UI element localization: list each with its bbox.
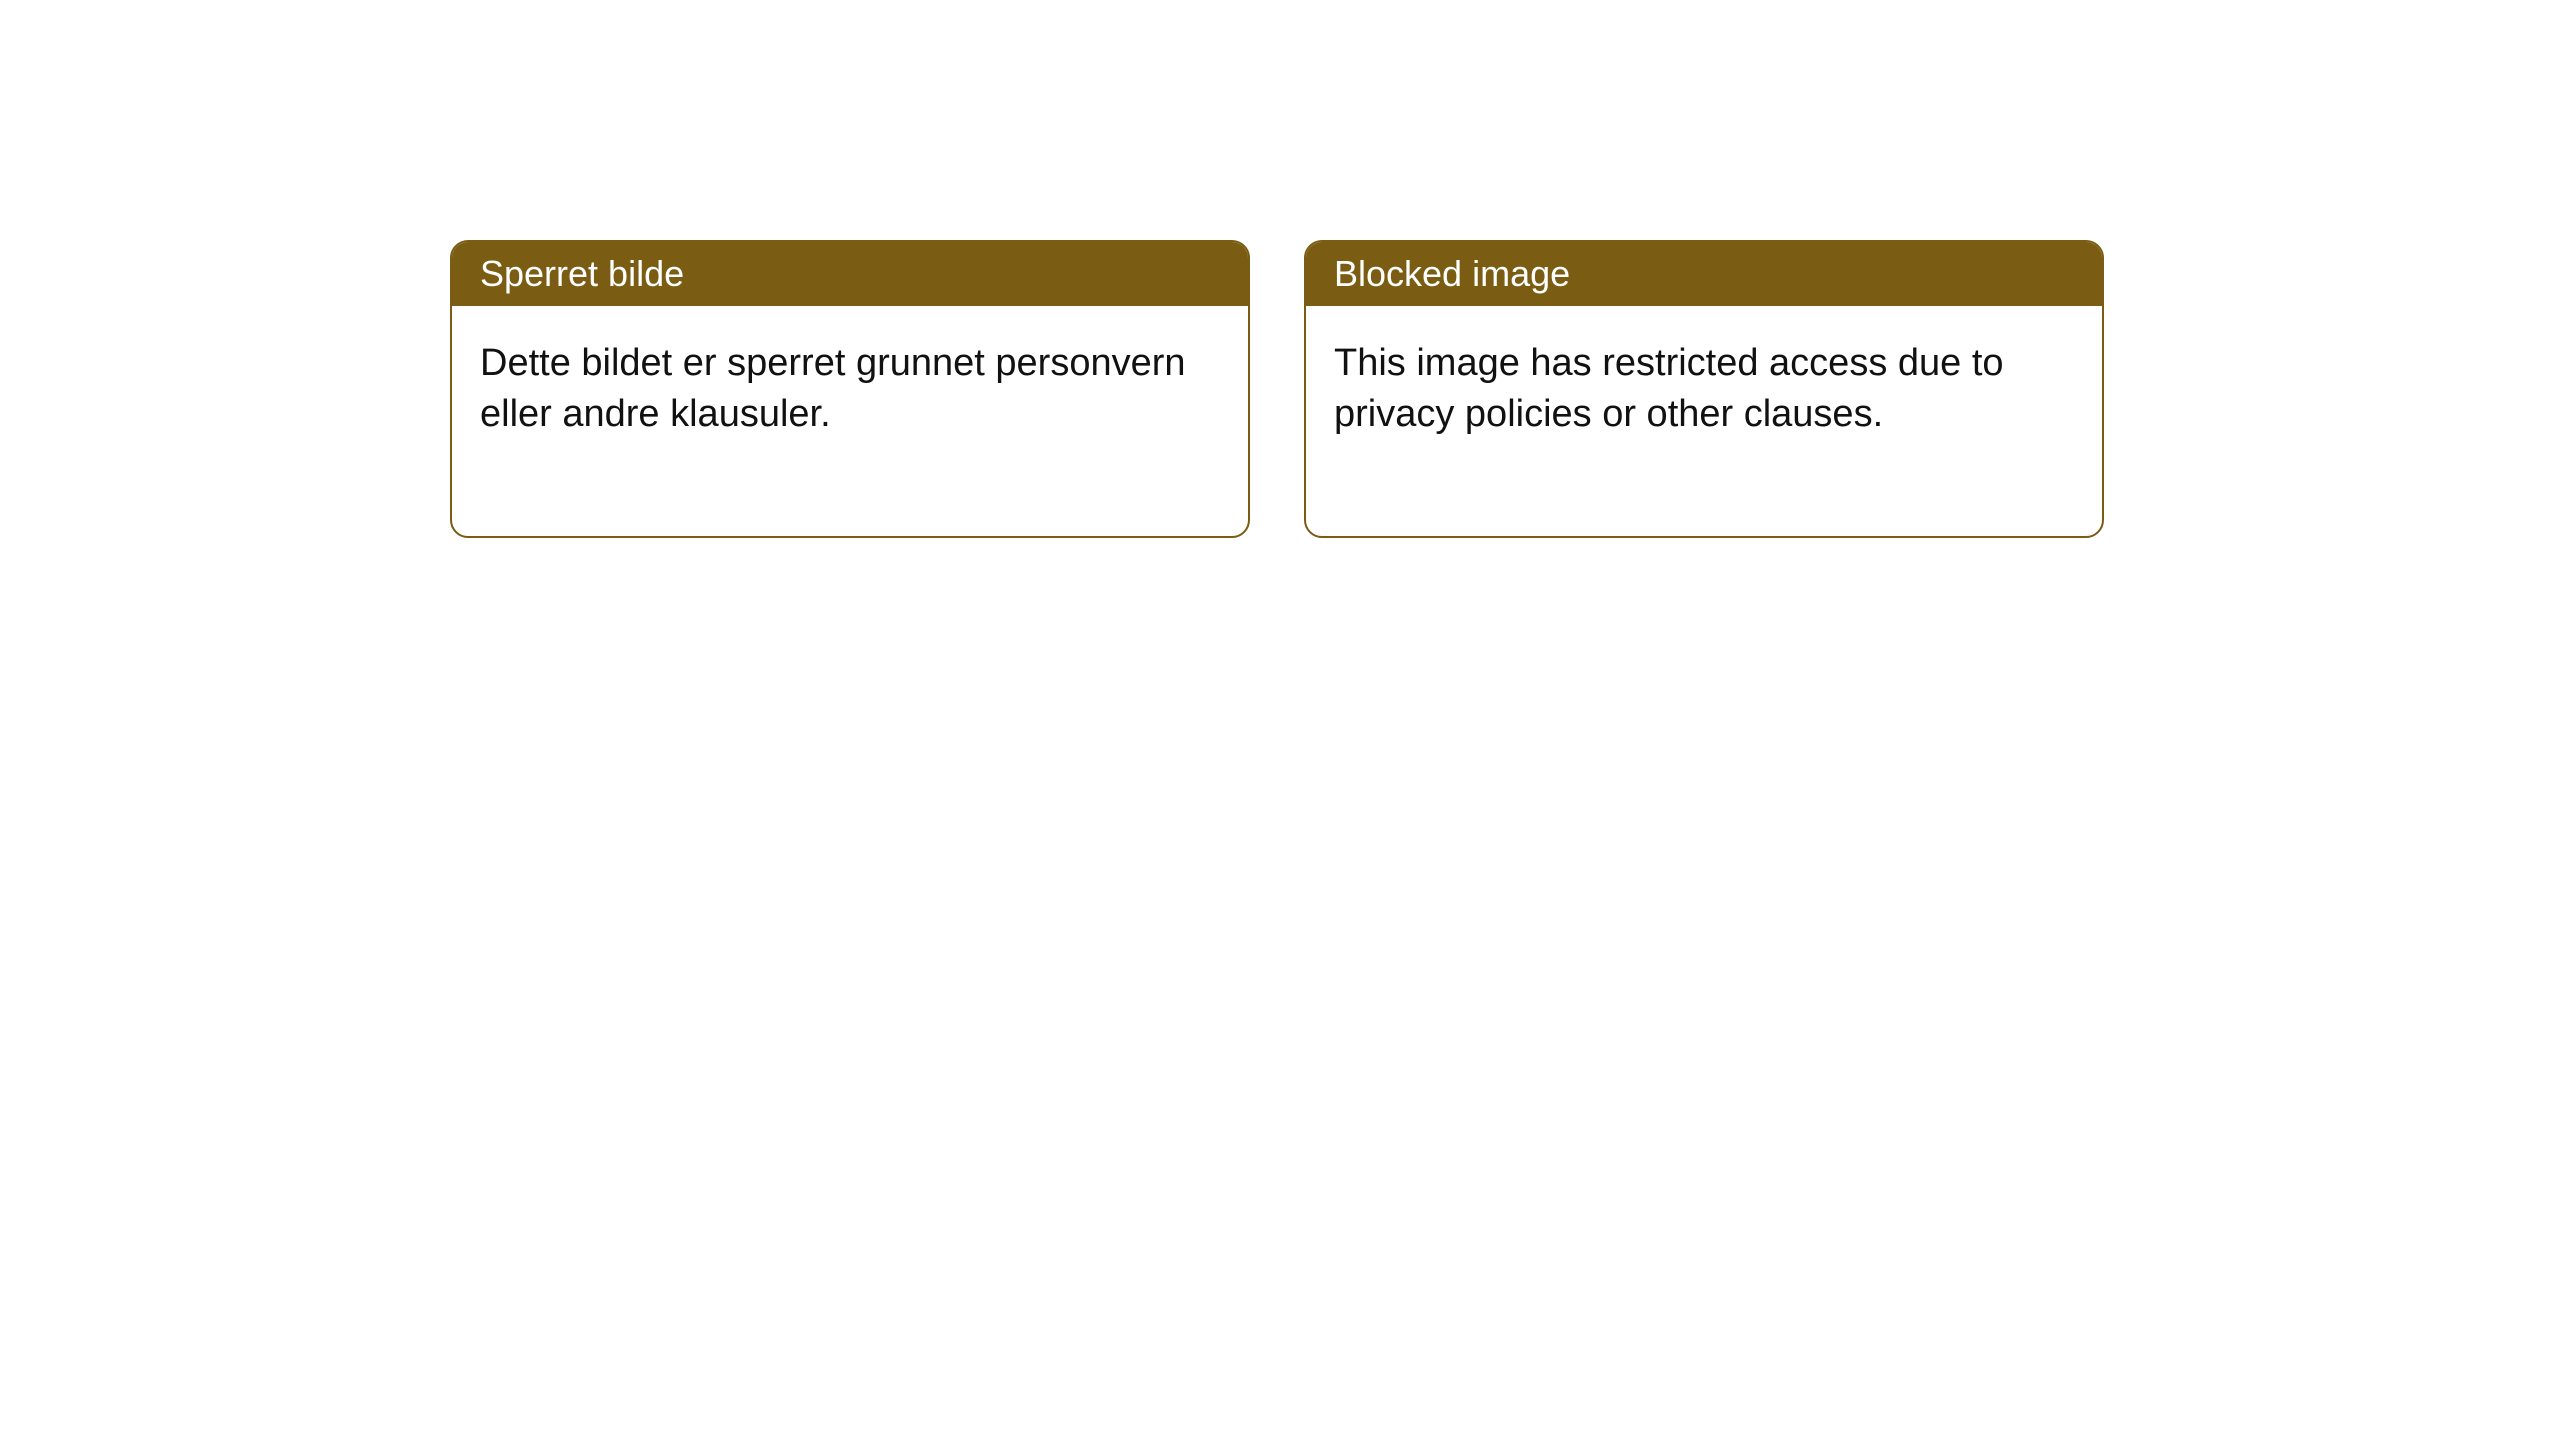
notice-card-body: Dette bildet er sperret grunnet personve… [452,306,1248,536]
notice-card-title: Blocked image [1306,242,2102,306]
notice-card-english: Blocked image This image has restricted … [1304,240,2104,538]
notice-card-norwegian: Sperret bilde Dette bildet er sperret gr… [450,240,1250,538]
notice-card-body: This image has restricted access due to … [1306,306,2102,536]
notice-cards-row: Sperret bilde Dette bildet er sperret gr… [0,0,2560,538]
notice-card-title: Sperret bilde [452,242,1248,306]
